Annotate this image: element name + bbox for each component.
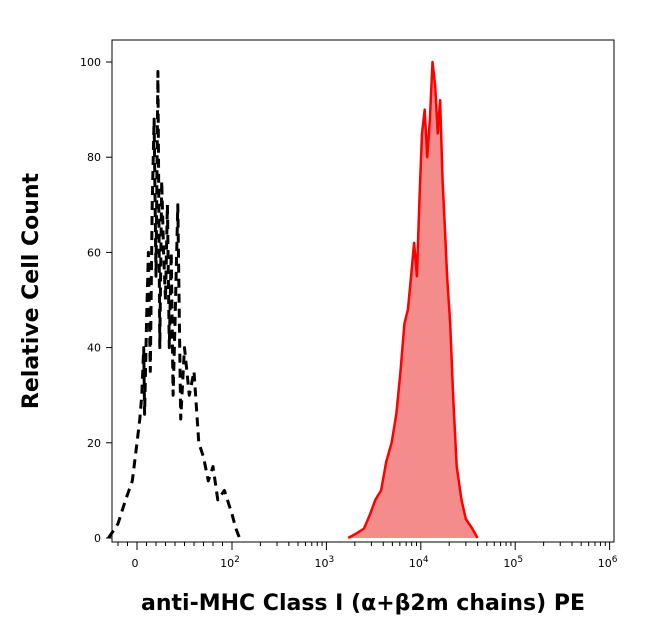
y-axis-title: Relative Cell Count bbox=[19, 172, 44, 409]
y-tick-label: 40 bbox=[87, 342, 101, 355]
x-tick-label: 0 bbox=[132, 557, 139, 570]
x-tick-label: 102 bbox=[220, 555, 240, 570]
y-tick-label: 100 bbox=[80, 56, 101, 69]
x-axis-title: anti-MHC Class I (α+β2m chains) PE bbox=[141, 591, 585, 616]
plot-frame bbox=[111, 39, 615, 543]
y-tick-label: 20 bbox=[87, 437, 101, 450]
x-tick-label: 105 bbox=[503, 555, 523, 570]
series-1-fill bbox=[348, 62, 478, 538]
x-axis: 0 102 103 104 105 106 bbox=[117, 542, 618, 570]
x-tick-label: 106 bbox=[598, 555, 618, 570]
x-tick-exponent: 6 bbox=[612, 555, 618, 565]
x-tick-label: 103 bbox=[315, 555, 335, 570]
x-tick-exponent: 5 bbox=[517, 555, 523, 565]
series-layer bbox=[107, 60, 479, 540]
y-tick-label: 0 bbox=[94, 532, 101, 545]
series-1-line bbox=[347, 60, 479, 540]
x-tick-exponent: 2 bbox=[234, 555, 240, 565]
x-tick-exponent: 3 bbox=[329, 555, 335, 565]
y-tick-label: 80 bbox=[87, 151, 101, 164]
y-axis: 0 20 40 60 80 100 bbox=[80, 56, 112, 545]
x-tick-label: 104 bbox=[409, 555, 429, 570]
x-tick-exponent: 4 bbox=[423, 555, 429, 565]
series-0-line bbox=[107, 70, 241, 539]
y-tick-label: 60 bbox=[87, 246, 101, 259]
